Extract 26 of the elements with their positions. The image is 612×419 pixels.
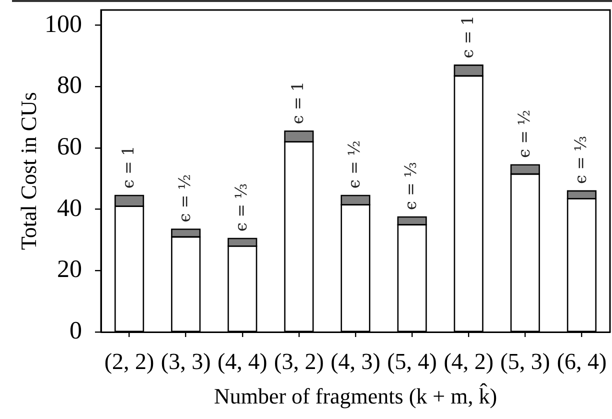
x-tick-label: (5, 3) [500, 348, 550, 374]
annotation: ϵ = 1 [458, 15, 477, 58]
x-tick-label: (4, 3) [330, 348, 380, 374]
annotation: ϵ = ⅓ [570, 136, 590, 184]
y-tick-label: 40 [57, 194, 82, 222]
x-tick-label: (2, 2) [104, 348, 154, 374]
y-axis-title: Total Cost in CUs [16, 92, 41, 250]
annotation: ϵ = ½ [174, 174, 194, 222]
annotation: ϵ = ½ [344, 140, 364, 189]
x-tick-label: (4, 2) [444, 348, 494, 374]
x-tick-label: (3, 3) [160, 348, 211, 374]
annotation: ϵ = ½ [514, 110, 534, 158]
x-tick-label: (4, 4) [217, 348, 268, 374]
annotation: ϵ = ⅓ [232, 183, 251, 232]
annotation: ϵ = ⅓ [401, 162, 420, 210]
y-tick-label: 100 [44, 10, 82, 38]
y-tick-label: 80 [57, 72, 82, 100]
y-tick-label: 60 [57, 134, 82, 161]
annotation: ϵ = 1 [118, 146, 138, 189]
x-tick-label: (6, 4) [556, 348, 607, 374]
x-axis-title: Number of fragments (k + m, k̂) [214, 382, 498, 409]
y-tick-label: 20 [57, 256, 82, 284]
y-tick-label: 0 [70, 318, 82, 345]
annotation: ϵ = 1 [288, 81, 308, 124]
x-tick-label: (3, 2) [274, 348, 324, 374]
x-tick-label: (5, 4) [387, 348, 437, 374]
